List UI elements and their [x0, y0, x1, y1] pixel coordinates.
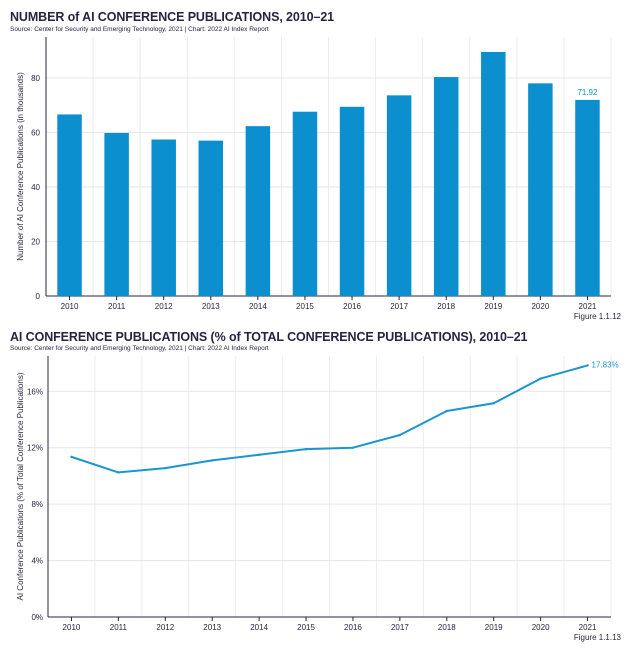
- y-tick-label: 20: [31, 237, 40, 246]
- bar: [575, 99, 600, 296]
- x-tick-label: 2017: [391, 623, 409, 632]
- y-tick-label: 0: [36, 292, 41, 301]
- line-figure-label: Figure 1.1.13: [573, 633, 621, 642]
- data-point: [164, 466, 167, 470]
- x-tick-label: 2017: [390, 302, 408, 311]
- y-tick-label: 0%: [31, 613, 43, 622]
- x-tick-label: 2021: [579, 302, 597, 311]
- x-tick-label: 2010: [61, 302, 79, 311]
- data-point: [304, 447, 308, 451]
- x-tick-label: 2016: [343, 302, 361, 311]
- x-tick-label: 2013: [203, 623, 221, 632]
- y-tick-label: 12%: [27, 444, 43, 453]
- y-tick-label: 60: [31, 128, 40, 137]
- x-tick-label: 2020: [532, 623, 550, 632]
- x-tick-label: 2018: [438, 623, 456, 632]
- data-point: [445, 409, 448, 413]
- bar-figure-label: Figure 1.1.12: [573, 312, 621, 321]
- bar-data-label: 71.92: [577, 88, 598, 97]
- bar: [339, 106, 365, 296]
- data-point: [70, 455, 73, 459]
- bar-chart-title: NUMBER of AI CONFERENCE PUBLICATIONS, 20…: [10, 10, 335, 24]
- line-data-label: 17.83%: [592, 360, 619, 369]
- bar: [386, 95, 412, 296]
- y-tick-label: 80: [31, 74, 40, 83]
- x-tick-label: 2021: [579, 623, 597, 632]
- bar-chart: 0 20 40 60 80 2010 2011 2012 2013 2014 2015 2016 201…: [16, 37, 612, 311]
- x-tick-label: 2014: [249, 302, 267, 311]
- x-tick-label: 2020: [531, 302, 549, 311]
- x-tick-label: 2016: [344, 623, 362, 632]
- y-tick-label: 4%: [31, 557, 43, 566]
- y-axis-label: Number of AI Conference Publications (in…: [16, 72, 25, 261]
- y-axis-label: AI Conference Publications (% of Total C…: [16, 372, 25, 600]
- x-tick-label: 2014: [250, 623, 268, 632]
- x-tick-label: 2010: [63, 623, 81, 632]
- bar: [104, 132, 129, 296]
- x-tick-label: 2011: [110, 623, 128, 632]
- x-tick-label: 2012: [156, 623, 174, 632]
- bar: [245, 126, 271, 296]
- y-tick-label: 8%: [31, 500, 43, 509]
- x-tick-label: 2019: [484, 302, 502, 311]
- line-chart-source: Source: Center for Security and Emerging…: [10, 345, 269, 352]
- y-tick-label: 16%: [27, 387, 43, 396]
- data-point: [211, 459, 214, 462]
- y-tick-label: 40: [31, 183, 40, 192]
- bar-chart-source: Source: Center for Security and Emerging…: [10, 26, 269, 33]
- x-tick-label: 2011: [108, 302, 126, 311]
- bar: [528, 83, 553, 296]
- data-point: [351, 446, 355, 449]
- data-point: [117, 471, 120, 474]
- bar: [292, 111, 318, 296]
- x-tick-label: 2015: [297, 623, 315, 632]
- bar: [57, 114, 82, 296]
- data-point: [257, 453, 261, 456]
- bar: [151, 139, 176, 296]
- x-tick-label: 2015: [296, 302, 314, 311]
- data-point: [586, 364, 589, 367]
- x-tick-label: 2013: [202, 302, 220, 311]
- x-tick-label: 2018: [437, 302, 455, 311]
- data-point: [398, 433, 402, 437]
- x-tick-label: 2012: [155, 302, 173, 311]
- x-tick-label: 2019: [485, 623, 503, 632]
- bar: [433, 77, 459, 296]
- bar: [481, 51, 506, 296]
- bar: [198, 140, 224, 296]
- data-point: [539, 377, 542, 380]
- data-point: [492, 402, 495, 405]
- series-line: [71, 364, 588, 474]
- line-chart-title: AI CONFERENCE PUBLICATIONS (% of TOTAL C…: [10, 330, 528, 344]
